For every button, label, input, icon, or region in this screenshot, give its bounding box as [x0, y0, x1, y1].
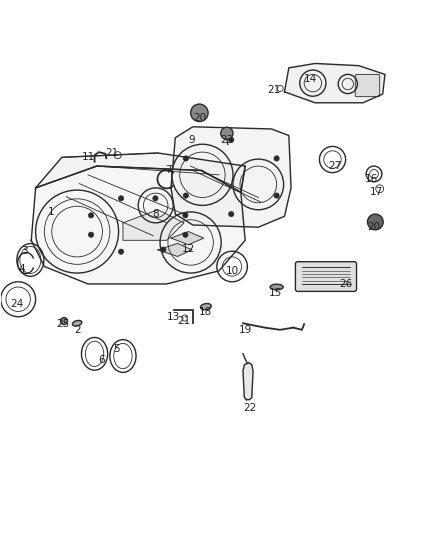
Polygon shape	[31, 166, 245, 284]
Polygon shape	[285, 63, 385, 103]
Text: 19: 19	[239, 325, 252, 335]
Circle shape	[191, 104, 208, 122]
Polygon shape	[123, 210, 184, 240]
Text: 11: 11	[81, 152, 95, 163]
Text: 10: 10	[226, 266, 239, 276]
Circle shape	[229, 138, 234, 142]
Circle shape	[367, 214, 383, 230]
Circle shape	[183, 156, 188, 161]
Text: 20: 20	[193, 113, 206, 123]
Text: 17: 17	[370, 187, 383, 197]
Text: 13: 13	[166, 312, 180, 322]
Circle shape	[60, 318, 67, 325]
Text: 7: 7	[166, 165, 172, 175]
Text: 15: 15	[269, 288, 283, 298]
Text: 22: 22	[243, 403, 256, 414]
Circle shape	[183, 213, 188, 218]
Text: 14: 14	[304, 74, 317, 84]
Circle shape	[161, 247, 166, 252]
Text: 9: 9	[189, 135, 195, 145]
Polygon shape	[171, 231, 204, 245]
Text: 1: 1	[48, 207, 54, 217]
Circle shape	[221, 127, 233, 140]
Circle shape	[183, 193, 188, 198]
Text: 8: 8	[152, 209, 159, 219]
Text: 16: 16	[365, 174, 378, 184]
FancyBboxPatch shape	[295, 262, 357, 292]
Text: 21: 21	[177, 316, 191, 326]
Circle shape	[118, 196, 124, 201]
Text: 21: 21	[267, 85, 280, 95]
Text: 24: 24	[11, 298, 24, 309]
Polygon shape	[35, 153, 245, 192]
Text: 3: 3	[21, 246, 28, 256]
FancyBboxPatch shape	[355, 75, 380, 96]
Text: 2: 2	[74, 325, 81, 335]
Polygon shape	[243, 362, 253, 400]
Ellipse shape	[72, 320, 82, 326]
Circle shape	[274, 156, 279, 161]
Text: 5: 5	[113, 344, 120, 354]
Circle shape	[183, 232, 188, 237]
Text: 20: 20	[367, 222, 381, 232]
Text: 25: 25	[57, 319, 70, 329]
Polygon shape	[171, 127, 291, 227]
Text: 6: 6	[98, 356, 104, 365]
Circle shape	[153, 196, 158, 201]
Ellipse shape	[201, 303, 211, 310]
Text: 12: 12	[182, 244, 195, 254]
Text: 18: 18	[198, 308, 212, 317]
Circle shape	[88, 213, 94, 218]
Text: 21: 21	[106, 148, 119, 158]
Text: 27: 27	[328, 161, 341, 171]
Text: 26: 26	[339, 279, 352, 289]
Ellipse shape	[270, 284, 283, 290]
Circle shape	[118, 249, 124, 254]
Text: 4: 4	[18, 264, 25, 273]
Polygon shape	[158, 244, 192, 256]
Circle shape	[274, 193, 279, 198]
Text: 23: 23	[220, 135, 233, 145]
Circle shape	[88, 232, 94, 237]
Circle shape	[229, 212, 234, 217]
